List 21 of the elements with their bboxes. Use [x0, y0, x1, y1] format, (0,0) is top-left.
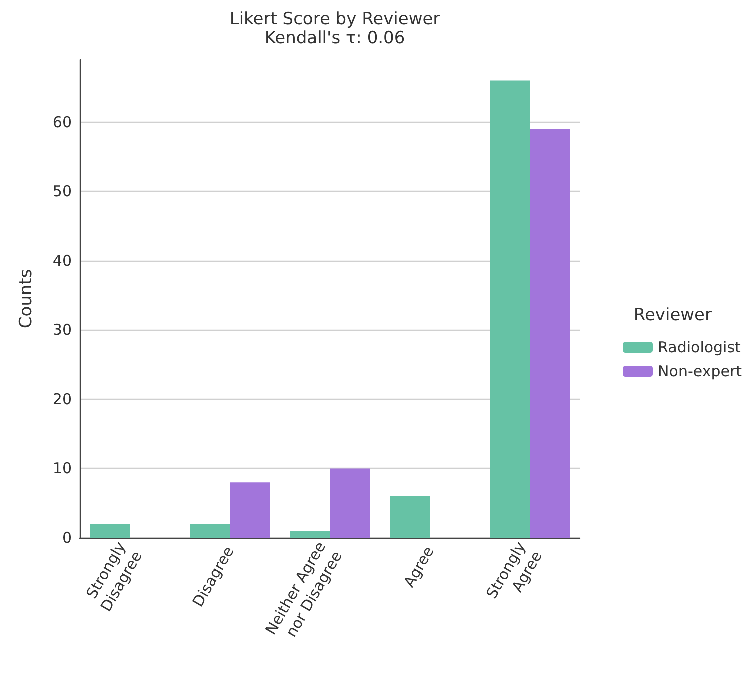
legend-label: Radiologist — [658, 338, 742, 356]
bar — [390, 496, 430, 538]
bar — [330, 468, 370, 538]
bar — [230, 482, 270, 538]
y-tick-label: 40 — [52, 252, 72, 270]
legend-label: Non-expert — [658, 362, 742, 380]
y-tick-label: 50 — [52, 182, 72, 201]
bar — [290, 531, 330, 538]
y-tick-label: 60 — [52, 113, 72, 132]
chart-title: Likert Score by Reviewer — [230, 10, 440, 30]
y-tick-label: 20 — [52, 390, 72, 408]
y-tick-label: 0 — [62, 529, 72, 547]
legend-title: Reviewer — [634, 306, 712, 326]
bar — [490, 80, 530, 538]
y-tick-label: 30 — [52, 321, 72, 340]
chart-subtitle: Kendall's τ: 0.06 — [264, 28, 406, 48]
bar — [90, 524, 130, 538]
y-axis-title: Counts — [16, 269, 36, 329]
y-tick-label: 10 — [52, 460, 72, 478]
bar — [190, 524, 230, 538]
bar — [530, 129, 570, 538]
